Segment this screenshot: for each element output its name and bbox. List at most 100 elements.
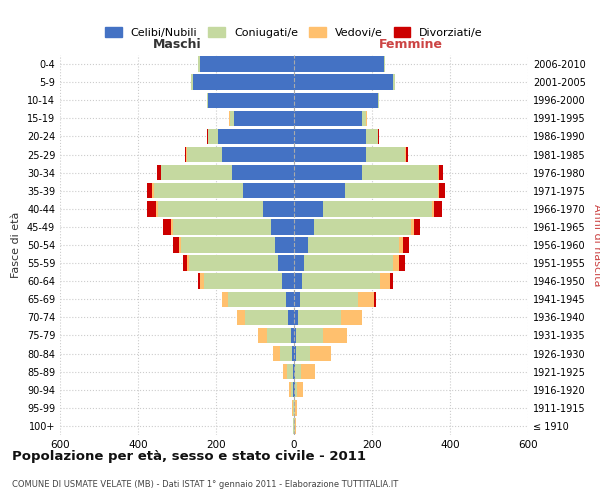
Bar: [300, 292, 358, 307]
Bar: [304, 256, 394, 271]
Bar: [400, 238, 403, 252]
Bar: [302, 274, 380, 289]
Bar: [199, 56, 200, 72]
Bar: [233, 110, 294, 126]
Bar: [291, 328, 294, 343]
Bar: [295, 364, 301, 380]
Bar: [181, 238, 275, 252]
Bar: [405, 147, 406, 162]
Bar: [288, 310, 294, 325]
Bar: [297, 382, 302, 398]
Bar: [341, 310, 362, 325]
Bar: [294, 219, 314, 234]
Bar: [157, 165, 161, 180]
Bar: [244, 183, 294, 198]
Bar: [294, 328, 296, 343]
Bar: [185, 147, 186, 162]
Bar: [294, 346, 296, 362]
Bar: [208, 92, 294, 108]
Bar: [308, 238, 400, 252]
Bar: [414, 219, 420, 234]
Bar: [294, 128, 366, 144]
Bar: [344, 183, 438, 198]
Bar: [362, 165, 438, 180]
Bar: [289, 382, 291, 398]
Bar: [188, 256, 278, 271]
Bar: [292, 346, 294, 362]
Bar: [380, 274, 389, 289]
Bar: [183, 256, 187, 271]
Bar: [439, 183, 445, 198]
Bar: [208, 128, 218, 144]
Bar: [406, 147, 408, 162]
Bar: [301, 364, 314, 380]
Bar: [268, 328, 291, 343]
Bar: [280, 346, 292, 362]
Legend: Celibi/Nubili, Coniugati/e, Vedovi/e, Divorziati/e: Celibi/Nubili, Coniugati/e, Vedovi/e, Di…: [101, 22, 487, 42]
Bar: [434, 201, 442, 216]
Bar: [433, 201, 434, 216]
Bar: [218, 128, 294, 144]
Bar: [294, 364, 295, 380]
Bar: [295, 418, 296, 434]
Bar: [193, 74, 294, 90]
Bar: [179, 238, 181, 252]
Bar: [245, 310, 288, 325]
Bar: [298, 310, 341, 325]
Bar: [228, 292, 286, 307]
Bar: [310, 346, 331, 362]
Bar: [171, 219, 173, 234]
Bar: [294, 110, 362, 126]
Bar: [173, 219, 271, 234]
Bar: [323, 201, 433, 216]
Bar: [294, 183, 344, 198]
Bar: [173, 238, 179, 252]
Text: Femmine: Femmine: [379, 38, 443, 51]
Bar: [271, 219, 294, 234]
Bar: [146, 201, 157, 216]
Bar: [286, 292, 294, 307]
Bar: [163, 219, 171, 234]
Bar: [295, 382, 297, 398]
Bar: [294, 56, 384, 72]
Bar: [294, 147, 366, 162]
Bar: [294, 201, 323, 216]
Bar: [161, 165, 232, 180]
Bar: [438, 183, 439, 198]
Bar: [232, 165, 294, 180]
Bar: [283, 274, 294, 289]
Bar: [294, 165, 362, 180]
Bar: [314, 219, 411, 234]
Bar: [374, 292, 376, 307]
Bar: [293, 364, 294, 380]
Bar: [394, 74, 395, 90]
Bar: [187, 147, 222, 162]
Bar: [389, 274, 394, 289]
Bar: [283, 364, 287, 380]
Bar: [323, 328, 347, 343]
Bar: [272, 346, 280, 362]
Text: Popolazione per età, sesso e stato civile - 2011: Popolazione per età, sesso e stato civil…: [12, 450, 366, 463]
Y-axis label: Fasce di età: Fasce di età: [11, 212, 21, 278]
Bar: [292, 400, 293, 415]
Bar: [191, 74, 193, 90]
Bar: [200, 274, 204, 289]
Bar: [152, 183, 154, 198]
Bar: [222, 147, 294, 162]
Bar: [438, 165, 439, 180]
Bar: [293, 382, 294, 398]
Bar: [230, 110, 233, 126]
Bar: [394, 256, 400, 271]
Bar: [204, 274, 283, 289]
Bar: [294, 310, 298, 325]
Bar: [384, 56, 385, 72]
Bar: [199, 274, 200, 289]
Bar: [296, 328, 323, 343]
Bar: [366, 147, 405, 162]
Bar: [358, 292, 374, 307]
Bar: [200, 56, 294, 72]
Bar: [275, 238, 294, 252]
Bar: [294, 74, 394, 90]
Bar: [238, 310, 245, 325]
Bar: [278, 256, 294, 271]
